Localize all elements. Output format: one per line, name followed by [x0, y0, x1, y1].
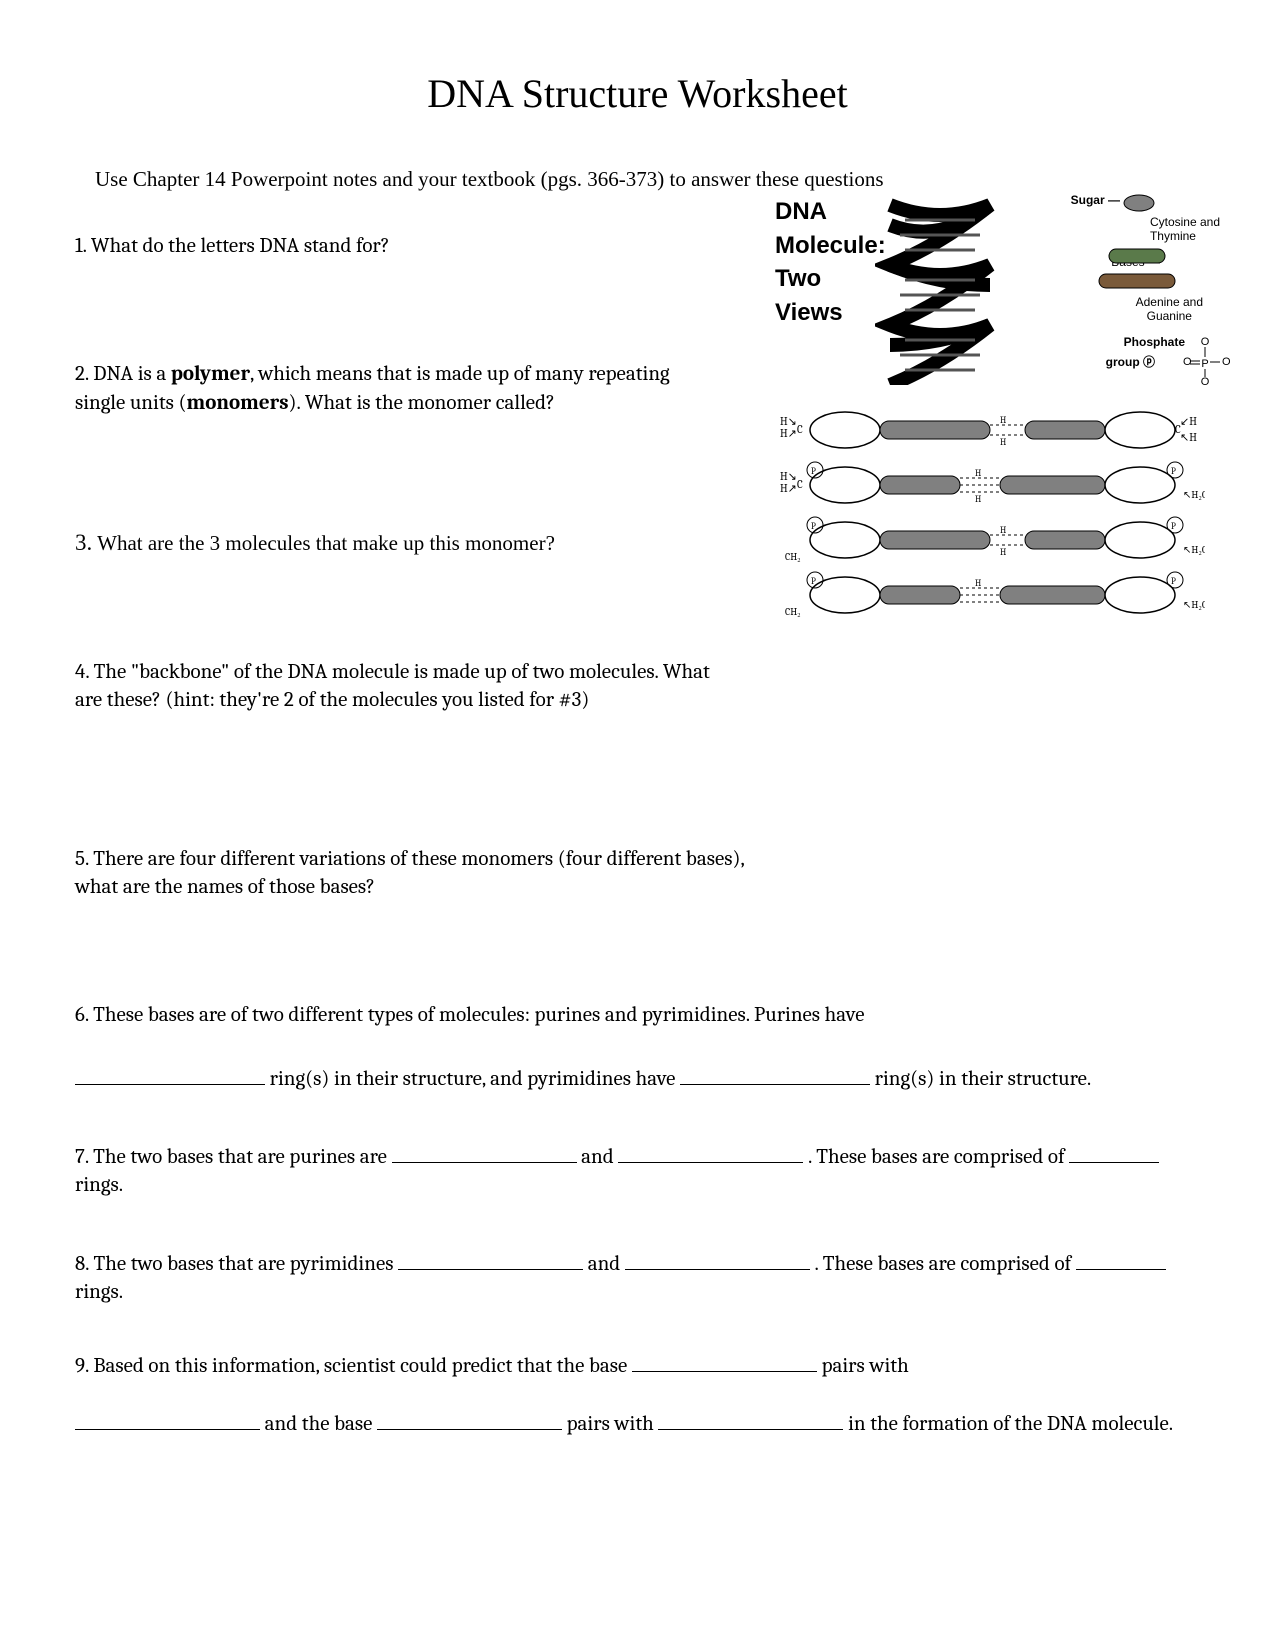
blank-input[interactable] — [398, 1252, 583, 1270]
svg-text:↖H₂O: ↖H₂O — [1183, 489, 1205, 501]
svg-text:CH₂: CH₂ — [785, 606, 801, 618]
blank-input[interactable] — [75, 1412, 260, 1430]
svg-text:H: H — [1000, 438, 1006, 448]
ladder-diagram: H↘ H↗ C H H ↙H C ↖H H↘ H↗ — [775, 395, 1205, 695]
sugar-icon — [1122, 193, 1157, 213]
svg-text:O: O — [1201, 376, 1210, 385]
figure-title-l3: Two — [775, 262, 886, 296]
question-8: 8. The two bases that are pyrimidines an… — [75, 1250, 1200, 1307]
question-4: 4. The "backbone" of the DNA molecule is… — [75, 658, 725, 715]
svg-text:H↗: H↗ — [780, 482, 797, 495]
svg-text:P: P — [1201, 358, 1208, 370]
svg-text:H: H — [975, 495, 981, 505]
svg-text:O: O — [1201, 336, 1210, 348]
svg-text:P: P — [1171, 467, 1176, 477]
phosphate-formula: O O P O⁻ O — [1180, 335, 1230, 388]
svg-text:↖H₂O: ↖H₂O — [1183, 544, 1205, 556]
blank-input[interactable] — [377, 1412, 562, 1430]
svg-text:H: H — [975, 579, 981, 589]
label-phosphate: Phosphate — [1124, 335, 1185, 349]
label-sugar: Sugar — — [1071, 193, 1120, 207]
svg-text:O⁻: O⁻ — [1222, 356, 1230, 368]
ct-base-icon — [1107, 245, 1167, 267]
question-7: 7. The two bases that are purines are an… — [75, 1143, 1200, 1200]
svg-text:↖H₂O: ↖H₂O — [1183, 599, 1205, 611]
svg-text:P: P — [1171, 577, 1176, 587]
svg-text:C: C — [797, 478, 803, 491]
svg-text:↖H: ↖H — [1180, 431, 1197, 444]
svg-text:↙H: ↙H — [1180, 415, 1197, 428]
blank-input[interactable] — [618, 1145, 803, 1163]
question-2: 2. DNA is a polymer, which means that is… — [75, 360, 675, 417]
label-adenine-guanine: Adenine and Guanine — [1136, 295, 1203, 323]
question-5: 5. There are four different variations o… — [75, 845, 775, 902]
svg-text:H: H — [1000, 526, 1006, 536]
dna-molecule-figure: DNA Molecule: Two Views Sugar — Cytosine… — [755, 195, 1225, 695]
label-cytosine-thymine: Cytosine and Thymine — [1150, 215, 1220, 243]
question-9: 9. Based on this information, scientist … — [75, 1352, 1200, 1380]
question-6: 6. These bases are of two different type… — [75, 1001, 1200, 1029]
blank-input[interactable] — [658, 1412, 843, 1430]
svg-text:H↗: H↗ — [780, 427, 797, 440]
question-9-blanks: and the base pairs with in the formation… — [75, 1410, 1200, 1438]
helix-diagram — [875, 195, 1005, 385]
blank-input[interactable] — [625, 1252, 810, 1270]
label-group: group ⓟ — [1106, 353, 1155, 370]
svg-text:C: C — [797, 423, 803, 436]
svg-text:CH₂: CH₂ — [785, 551, 801, 563]
figure-title: DNA Molecule: Two Views — [775, 195, 886, 329]
question-6-blanks: ring(s) in their structure, and pyrimidi… — [75, 1065, 1200, 1093]
svg-text:H: H — [975, 469, 981, 479]
blank-input[interactable] — [392, 1145, 577, 1163]
svg-text:H: H — [1000, 416, 1006, 426]
page-title: DNA Structure Worksheet — [75, 70, 1200, 117]
blank-input[interactable] — [1076, 1252, 1166, 1270]
figure-title-l1: DNA — [775, 195, 886, 229]
ag-base-icon — [1097, 270, 1177, 292]
blank-input[interactable] — [75, 1067, 265, 1085]
figure-title-l4: Views — [775, 296, 886, 330]
svg-text:O: O — [1183, 356, 1192, 368]
instructions-text: Use Chapter 14 Powerpoint notes and your… — [95, 167, 1200, 192]
blank-input[interactable] — [1069, 1145, 1159, 1163]
svg-text:H: H — [1000, 548, 1006, 558]
svg-text:P: P — [1171, 522, 1176, 532]
blank-input[interactable] — [680, 1067, 870, 1085]
figure-title-l2: Molecule: — [775, 229, 886, 263]
blank-input[interactable] — [632, 1354, 817, 1372]
